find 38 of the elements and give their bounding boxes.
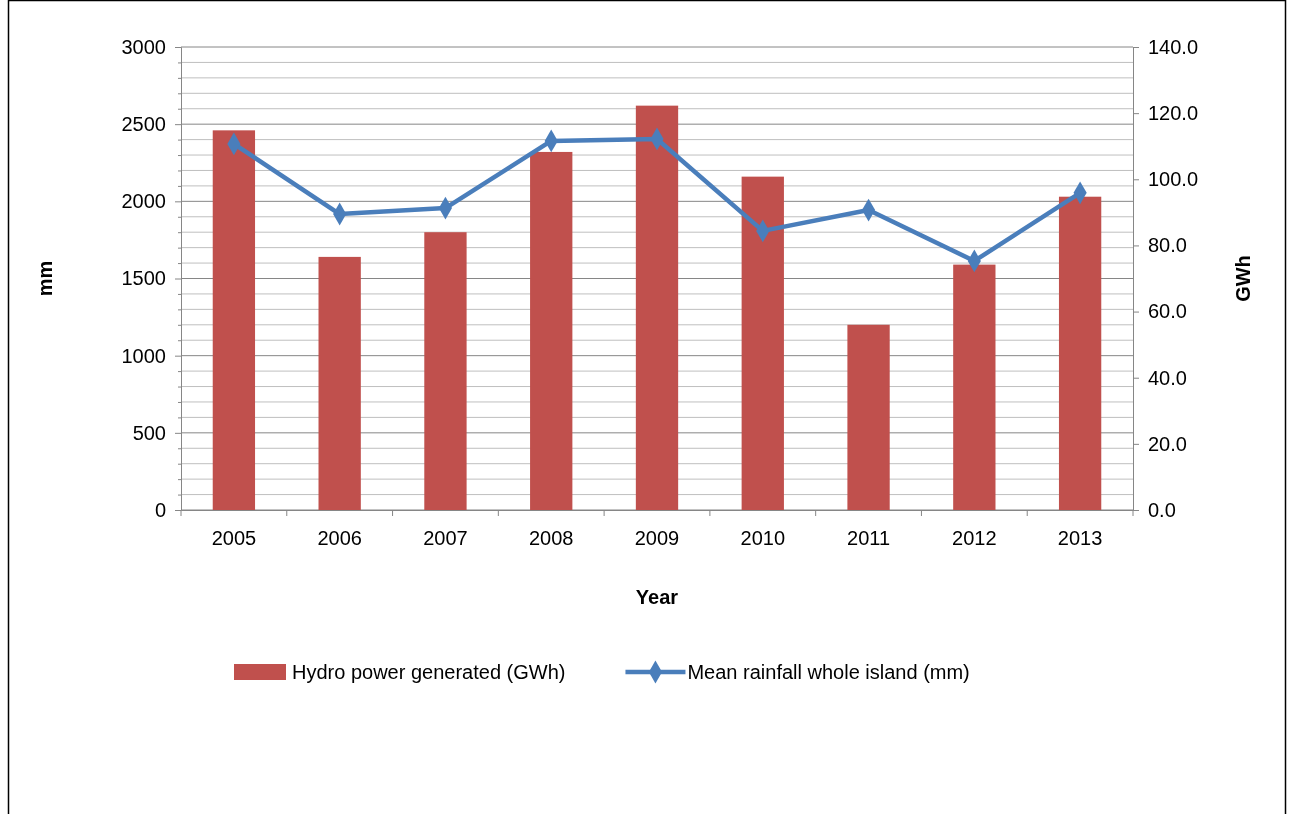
y-tick-label: 3000 <box>121 35 166 58</box>
y-tick-label: 1000 <box>121 344 166 367</box>
y2-tick-label: 140.0 <box>1148 35 1199 58</box>
bar <box>635 105 679 510</box>
x-axis-title: Year <box>635 586 679 608</box>
x-tick-label: 2011 <box>847 527 891 549</box>
y2-tick-label: 60.0 <box>1148 300 1187 323</box>
y2-tick-label: 120.0 <box>1148 102 1199 125</box>
y2-tick-label: 40.0 <box>1148 366 1187 389</box>
x-tick-label: 2006 <box>317 527 362 549</box>
x-tick-label: 2007 <box>423 527 468 549</box>
y-tick-label: 1500 <box>121 267 166 290</box>
y-tick-label: 2000 <box>121 190 166 213</box>
y-tick-label: 2500 <box>121 113 166 136</box>
x-tick-label: 2010 <box>740 527 786 549</box>
y-tick-label: 500 <box>132 421 166 444</box>
x-tick-label: 2005 <box>211 527 257 549</box>
bar <box>212 130 256 510</box>
x-tick-label: 2008 <box>528 527 574 549</box>
bar <box>1058 196 1102 510</box>
bar <box>424 232 467 510</box>
bar <box>741 176 784 510</box>
bar <box>530 151 573 510</box>
legend-label: Hydro power generated (GWh) <box>292 661 566 683</box>
legend-label: Mean rainfall whole island (mm) <box>687 661 970 683</box>
y2-axis-title: GWh <box>1232 255 1254 302</box>
x-tick-label: 2012 <box>952 527 997 549</box>
y-axis-title: mm <box>34 260 56 297</box>
y2-tick-label: 100.0 <box>1148 168 1199 191</box>
y2-tick-label: 80.0 <box>1148 234 1187 257</box>
bar <box>318 256 361 510</box>
y2-tick-label: 20.0 <box>1148 432 1187 455</box>
x-tick-label: 2009 <box>634 527 680 549</box>
x-tick-label: 2013 <box>1057 527 1103 549</box>
bar <box>953 264 996 510</box>
y-tick-label: 0 <box>154 498 166 521</box>
bar <box>847 324 890 510</box>
y2-tick-label: 0.0 <box>1148 498 1176 521</box>
